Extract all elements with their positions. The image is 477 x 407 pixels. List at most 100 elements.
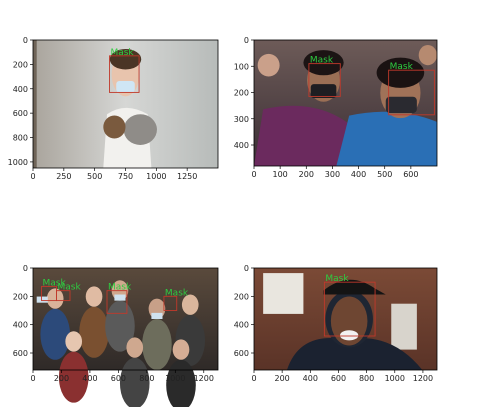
mask-label: Mask [390, 62, 414, 72]
x-tick-label: 750 [118, 172, 133, 181]
x-tick-label: 0 [30, 374, 35, 383]
face-mask [36, 296, 48, 303]
x-tick-label: 400 [82, 374, 97, 383]
x-tick-label: 400 [351, 170, 366, 179]
axes-frame [32, 267, 219, 371]
woman-left-clothes [254, 105, 355, 166]
y-tick-label: 100 [234, 62, 249, 71]
y-tick-label: 600 [234, 349, 249, 358]
mask-box [323, 281, 376, 337]
axis-ticks: 0 250 500 750 1000 1250 0 200 400 600 800 1000 [8, 36, 198, 181]
woman-right-clothes [336, 111, 437, 166]
window [391, 303, 417, 350]
x-tick-label: 400 [303, 374, 318, 383]
x-tick-label: 1000 [385, 374, 405, 383]
toy-bear [103, 115, 126, 139]
y-tick-label: 400 [13, 85, 28, 94]
photo-women [254, 40, 437, 166]
x-tick-label: 1200 [194, 374, 214, 383]
person-body [166, 359, 196, 407]
x-tick-label: 200 [54, 374, 69, 383]
y-tick-label: 600 [13, 349, 28, 358]
person-face [126, 337, 144, 358]
detection-boxes: Mask [109, 48, 140, 93]
x-tick-label: 600 [111, 374, 126, 383]
x-tick-label: 300 [325, 170, 340, 179]
axes-frame [253, 39, 438, 167]
hoodie [286, 337, 423, 370]
person-face [172, 339, 190, 360]
face-mask [151, 312, 163, 319]
x-tick-label: 0 [251, 374, 256, 383]
face-mask [114, 294, 126, 301]
photo-crowd [33, 268, 218, 407]
person-face [181, 294, 199, 315]
mask-label: Mask [165, 288, 189, 298]
face-mask [116, 80, 135, 93]
y-tick-label: 200 [234, 89, 249, 98]
x-tick-label: 800 [359, 374, 374, 383]
person-face [65, 331, 83, 352]
x-tick-label: 1000 [146, 172, 166, 181]
x-tick-label: 100 [273, 170, 288, 179]
y-tick-label: 0 [23, 264, 28, 273]
mask-box [56, 290, 71, 302]
axis-ticks: 0 200 400 600 800 1000 1200 0 200 400 600 [13, 264, 214, 383]
woman-left-hair [303, 50, 344, 76]
x-tick-label: 0 [251, 170, 256, 179]
y-tick-label: 600 [13, 109, 28, 118]
y-tick-label: 200 [234, 292, 249, 301]
x-tick-label: 200 [299, 170, 314, 179]
y-tick-label: 400 [13, 321, 28, 330]
person-face [85, 286, 103, 307]
mask-label: Mask [110, 48, 134, 58]
person-body [142, 319, 172, 370]
y-tick-label: 400 [234, 321, 249, 330]
person-body [79, 306, 109, 358]
mask-box [106, 290, 128, 314]
mask-box [163, 295, 178, 311]
x-tick-label: 500 [377, 170, 392, 179]
x-tick-label: 500 [87, 172, 102, 181]
axis-ticks: 0 100 200 300 400 500 600 0 100 200 300 400 [234, 36, 419, 179]
smile [340, 330, 359, 341]
person-body [40, 308, 70, 360]
y-tick-label: 200 [13, 292, 28, 301]
mask-box [308, 63, 341, 97]
x-tick-label: 250 [56, 172, 71, 181]
mask-box [109, 55, 140, 93]
y-tick-label: 1000 [8, 158, 28, 167]
detection-boxes: Mask [323, 274, 376, 337]
face-mask [310, 84, 337, 98]
person-face [46, 288, 64, 309]
y-tick-label: 0 [244, 264, 249, 273]
photo-child [33, 40, 218, 168]
x-tick-label: 1250 [177, 172, 197, 181]
x-tick-label: 0 [30, 172, 35, 181]
subplot-women: Mask Mask 0 100 200 300 400 500 600 0 100 200 300 40… [234, 36, 438, 179]
mask-label: Mask [57, 283, 81, 293]
y-tick-label: 400 [234, 141, 249, 150]
mask-label: Mask [108, 283, 132, 293]
mask-label: Mask [325, 274, 349, 284]
y-tick-label: 200 [13, 60, 28, 69]
subplot-child: Mask 0 250 500 750 1000 1250 0 200 400 600 800 1000 [8, 36, 219, 181]
x-tick-label: 800 [139, 374, 154, 383]
face-mask [385, 96, 417, 114]
bg-person [257, 53, 280, 77]
x-tick-label: 600 [331, 374, 346, 383]
axis-ticks: 0 200 400 600 800 1000 1200 0 200 400 600 [234, 264, 433, 383]
photo-man [254, 268, 437, 370]
axes-frame [253, 267, 438, 371]
toy [123, 114, 157, 145]
subplot-man: Mask 0 200 400 600 800 1000 1200 0 200 400 600 [234, 264, 438, 383]
mask-label: Mask [43, 278, 67, 288]
window [263, 273, 304, 314]
y-tick-label: 0 [23, 36, 28, 45]
y-tick-label: 0 [244, 36, 249, 45]
y-tick-label: 800 [13, 134, 28, 143]
person-body [58, 351, 89, 403]
bg-person [418, 45, 437, 66]
